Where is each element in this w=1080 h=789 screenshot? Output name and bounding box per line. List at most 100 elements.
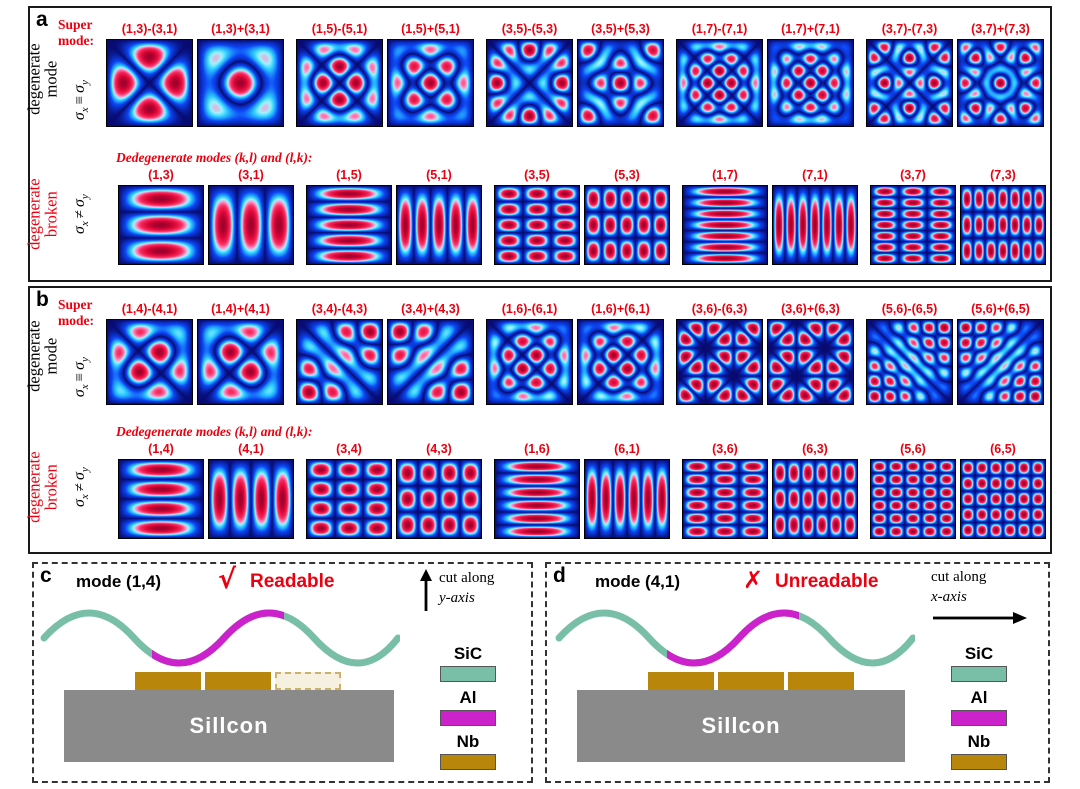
right-arrow-icon <box>933 612 1027 624</box>
mode-pattern-image <box>866 39 953 127</box>
mode-pattern-image <box>296 319 383 405</box>
mode-label: (3,6) <box>712 442 738 456</box>
cross-mark-icon: ✗ <box>743 566 764 594</box>
mode-cell: (3,7)-(7,3) <box>866 21 953 127</box>
mode-cell: (1,5)-(5,1) <box>296 21 383 127</box>
nb-electrode <box>718 672 784 690</box>
mode-cell: (1,3)+(3,1) <box>197 21 284 127</box>
mode-images-area: (1,3)-(3,1) (1,3)+(3,1) (1,5)-(5,1) (1,5)+(… <box>106 8 1050 150</box>
mode-cell: (3,6)+(6,3) <box>767 301 854 405</box>
legend-label: Nb <box>967 732 991 751</box>
sigma-box: σx≡σy <box>56 49 106 150</box>
mode-label: (4,3) <box>426 442 452 456</box>
side-label-column: degenerate broken <box>25 150 61 278</box>
mode-cell: (1,7) <box>682 167 768 265</box>
cut-axis-label: y-axis <box>439 589 475 606</box>
panel-letter-a: a <box>36 8 48 31</box>
mode-pattern-image <box>767 319 854 405</box>
panel-b-broken-row: degenerate broken σx≠σy Dedegenerate mod… <box>25 424 1050 550</box>
mode-pattern-image <box>960 185 1046 265</box>
side-label-column: degenerate broken <box>25 424 61 550</box>
substrate-label: Sillcon <box>701 713 781 738</box>
mode-pattern-image <box>772 459 858 539</box>
panel-a-degenerate-row: degenerate mode Super mode: σx≡σy (1,3)-… <box>25 8 1050 150</box>
dedegenerate-header: Dedegenerate modes (k,l) and (l,k): <box>116 424 313 439</box>
legend-item-al: Al <box>440 688 496 726</box>
cut-text: cut along y-axis <box>439 569 494 613</box>
mode-label: (5,6)-(6,5) <box>881 302 938 316</box>
mode-cell: (1,3) <box>118 167 204 265</box>
silicon-substrate: Sillcon <box>577 690 905 762</box>
mode-label: (3,5)-(5,3) <box>501 22 558 36</box>
degenerate-broken-side-label: degenerate broken <box>24 451 62 523</box>
legend-label: SiC <box>964 644 994 663</box>
panel-c: c mode (1,4) √ Readable cut along y-axis… <box>32 562 533 783</box>
mode-label: (1,7)+(7,1) <box>781 22 840 36</box>
mode-pattern-image <box>772 185 858 265</box>
legend-swatch <box>440 710 496 726</box>
mode-cell: (5,6) <box>870 441 956 539</box>
mode-cell: (1,5)+(5,1) <box>387 21 474 127</box>
legend-swatch <box>440 754 496 770</box>
legend-item-sic: SiC <box>951 644 1007 682</box>
mode-label: (1,6)-(6,1) <box>501 302 558 316</box>
panel-letter-c: c <box>40 564 52 587</box>
panel-d: d mode (4,1) ✗ Unreadable cut along x-ax… <box>545 562 1050 783</box>
dedegenerate-mode-cells: (1,3) (3,1) (1,5) (5,1) (3,5) (5,3) (1,7) (7,1)… <box>106 167 1050 265</box>
degenerate-broken-side-label: degenerate broken <box>24 178 62 250</box>
super-mode-header: Super mode: <box>58 297 94 329</box>
mode-label: (3,6)+(6,3) <box>781 302 840 316</box>
mode-label: (3,6)-(6,3) <box>691 302 748 316</box>
mode-title: mode (4,1) <box>595 572 681 591</box>
mode-cell: (1,6)-(6,1) <box>486 301 573 405</box>
condition-column: σx≠σy <box>56 424 106 550</box>
legend-label: SiC <box>453 644 483 663</box>
mode-pattern-image <box>494 459 580 539</box>
material-legend: SiC Al Nb <box>438 644 498 776</box>
mode-cell: (3,5)-(5,3) <box>486 21 573 127</box>
mode-label: (7,3) <box>990 168 1016 182</box>
mode-pattern-image <box>494 185 580 265</box>
cut-direction-note: cut along x-axis <box>931 568 1027 626</box>
mode-cell: (1,4)-(4,1) <box>106 301 193 405</box>
mode-pattern-image <box>387 39 474 127</box>
mode-pattern-image <box>682 459 768 539</box>
nb-electrode <box>135 672 201 690</box>
mode-cell: (6,3) <box>772 441 858 539</box>
mode-label: (1,3) <box>148 168 174 182</box>
check-mark-icon: √ <box>218 564 237 595</box>
mode-label: (1,4)+(4,1) <box>211 302 270 316</box>
mode-label: (1,5)+(5,1) <box>401 22 460 36</box>
material-legend: SiC Al Nb <box>949 644 1009 776</box>
mode-cell: (4,3) <box>396 441 482 539</box>
mode-label: (3,1) <box>238 168 264 182</box>
mode-pattern-image <box>486 39 573 127</box>
cut-along-label: cut along <box>931 569 987 585</box>
mode-cell: (3,6)-(6,3) <box>676 301 763 405</box>
mode-pattern-image <box>197 39 284 127</box>
silicon-substrate: Sillcon <box>64 690 394 762</box>
mode-pattern-image <box>197 319 284 405</box>
mode-label: (1,3)+(3,1) <box>211 22 270 36</box>
mode-label: (1,4) <box>148 442 174 456</box>
mode-cell: (3,4)-(4,3) <box>296 301 383 405</box>
mode-pattern-image <box>957 39 1044 127</box>
mode-label: (6,5) <box>990 442 1016 456</box>
mode-label: (5,3) <box>614 168 640 182</box>
degenerate-mode-side-label: degenerate mode <box>24 320 62 392</box>
sigma-box: σx≠σy <box>56 424 106 550</box>
cut-text: cut along x-axis <box>931 568 1027 607</box>
readable-status: Readable <box>250 571 335 592</box>
mode-label: (3,5) <box>524 168 550 182</box>
sic-membrane-wave <box>555 609 915 667</box>
legend-swatch <box>951 710 1007 726</box>
mode-cell: (6,5) <box>960 441 1046 539</box>
mode-pattern-image <box>676 319 763 405</box>
mode-cell: (3,4) <box>306 441 392 539</box>
sigma-box: σx≡σy <box>56 329 106 424</box>
mode-label: (1,4)-(4,1) <box>121 302 178 316</box>
mode-label: (3,4) <box>336 442 362 456</box>
mode-pattern-image <box>767 39 854 127</box>
mode-images-area: (1,4)-(4,1) (1,4)+(4,1) (3,4)-(4,3) (3,4)+(… <box>106 288 1050 424</box>
mode-label: (5,6)+(6,5) <box>971 302 1030 316</box>
